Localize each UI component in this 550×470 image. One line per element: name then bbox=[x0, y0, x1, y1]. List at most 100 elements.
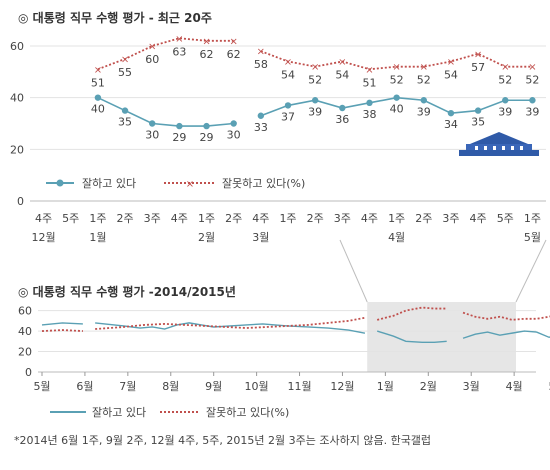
approve-point bbox=[420, 97, 427, 104]
approve-point bbox=[474, 107, 482, 114]
bottom-x-month-label: 10월 bbox=[245, 380, 269, 393]
approve-point bbox=[284, 102, 292, 109]
disapprove-point: × bbox=[447, 57, 455, 68]
bottom-chart: ◎ 대통령 직무 수행 평가 -2014/2015년 0 20 40 60 5월 6월 7… bbox=[18, 239, 550, 419]
disapprove-data-label: 52 bbox=[498, 74, 512, 87]
top-x-month-label: 2월 bbox=[198, 231, 215, 244]
disapprove-point: × bbox=[365, 65, 373, 76]
top-x-week-label: 4주 bbox=[171, 212, 188, 225]
disapprove-point: × bbox=[528, 62, 536, 73]
disapprove-point: × bbox=[311, 62, 319, 73]
top-x-week-label: 5주 bbox=[62, 212, 79, 225]
top-x-week-label: 1주 bbox=[388, 212, 405, 225]
top-x-week-label: 2주 bbox=[116, 212, 133, 225]
top-y-tick-label: 60 bbox=[10, 40, 24, 53]
disapprove-series-line bbox=[97, 37, 234, 71]
top-x-week-label: 4주 bbox=[470, 212, 487, 225]
bottom-x-month-label: 3월 bbox=[463, 380, 480, 393]
bottom-x-month-label: 2월 bbox=[420, 380, 437, 393]
top-y-tick-label: 20 bbox=[10, 143, 24, 156]
disapprove-data-label: 51 bbox=[362, 76, 376, 89]
legend-label-disapprove: 잘못하고 있다(%) bbox=[222, 176, 305, 190]
disapprove-data-label: 54 bbox=[281, 69, 295, 82]
top-y-tick-labels: 0 20 40 60 bbox=[10, 40, 24, 208]
approve-point bbox=[502, 97, 509, 104]
disapprove-data-label: 52 bbox=[308, 74, 322, 87]
bottom-y-tick-label: 40 bbox=[18, 325, 32, 338]
approve-point bbox=[149, 120, 156, 127]
top-x-week-label: 3주 bbox=[334, 212, 351, 225]
approve-data-label: 36 bbox=[335, 113, 349, 126]
bottom-x-month-label: 11월 bbox=[287, 380, 311, 393]
bottom-legend-label-approve: 잘하고 있다 bbox=[92, 405, 146, 419]
approve-data-label: 39 bbox=[308, 105, 322, 118]
approve-data-label: 38 bbox=[362, 108, 376, 121]
approve-point bbox=[257, 112, 265, 119]
bottom-approve-line bbox=[41, 322, 83, 326]
approve-point bbox=[529, 97, 536, 104]
disapprove-data-label: 52 bbox=[525, 74, 539, 87]
top-x-axis-labels: 4주 5주 1주 2주 3주 4주 1주 2주 4주 1주 2주 3주 4주 1주 2주 3주 4주 5주 1주 12… bbox=[32, 212, 541, 244]
top-x-week-label: 1주 bbox=[198, 212, 215, 225]
bottom-approve-line bbox=[95, 322, 366, 334]
disapprove-point: × bbox=[175, 34, 183, 45]
disapprove-data-label: 55 bbox=[118, 66, 132, 79]
bottom-x-month-label: 8월 bbox=[162, 380, 179, 393]
zoom-connector-right bbox=[515, 239, 547, 303]
top-x-week-label: 5주 bbox=[497, 212, 514, 225]
approve-data-label: 39 bbox=[525, 105, 539, 118]
top-x-week-label: 2주 bbox=[415, 212, 432, 225]
bottom-y-tick-label: 20 bbox=[18, 346, 32, 359]
approve-point bbox=[447, 109, 455, 117]
approve-point bbox=[176, 122, 183, 130]
top-x-month-label: 1월 bbox=[89, 231, 106, 244]
disapprove-point: × bbox=[501, 62, 509, 73]
approve-data-label: 35 bbox=[471, 116, 485, 129]
bottom-x-month-label: 9월 bbox=[205, 380, 222, 393]
disapprove-point: × bbox=[229, 36, 237, 47]
disapprove-point: × bbox=[257, 47, 265, 58]
top-x-week-label: 3주 bbox=[144, 212, 161, 225]
top-x-week-label: 1주 bbox=[89, 212, 106, 225]
bottom-legend-label-disapprove: 잘못하고 있다(%) bbox=[206, 405, 289, 419]
approve-data-label: 35 bbox=[118, 116, 132, 129]
top-y-tick-label: 40 bbox=[10, 92, 24, 105]
bottom-x-month-label: 12월 bbox=[330, 380, 354, 393]
disapprove-point: × bbox=[94, 65, 102, 76]
disapprove-data-label: 57 bbox=[471, 61, 485, 74]
approve-point bbox=[366, 99, 373, 107]
approve-point bbox=[121, 107, 129, 114]
legend-marker-disapprove: × bbox=[186, 179, 194, 190]
top-x-week-label: 2주 bbox=[225, 212, 242, 225]
bottom-y-tick-label: 0 bbox=[25, 366, 32, 379]
approve-point bbox=[203, 122, 210, 130]
approve-data-label: 39 bbox=[417, 105, 431, 118]
disapprove-data-label: 62 bbox=[200, 48, 214, 61]
bottom-approve-line bbox=[376, 330, 447, 344]
top-x-month-label: 4월 bbox=[388, 231, 405, 244]
disapprove-data-label: 58 bbox=[254, 58, 268, 71]
disapprove-data-label: 54 bbox=[335, 69, 349, 82]
approve-data-label: 29 bbox=[200, 131, 214, 144]
approve-data-label: 30 bbox=[145, 129, 159, 142]
blue-house-icon bbox=[459, 132, 539, 156]
disapprove-data-label: 52 bbox=[417, 74, 431, 87]
approve-data-label: 34 bbox=[444, 118, 458, 131]
disapprove-point: × bbox=[284, 57, 292, 68]
bottom-disapprove-line bbox=[376, 306, 447, 321]
bottom-x-month-label: 5월 bbox=[33, 380, 50, 393]
top-x-month-label: 5월 bbox=[524, 231, 541, 244]
top-x-week-label: 4주 bbox=[252, 212, 269, 225]
disapprove-data-label: 62 bbox=[227, 48, 241, 61]
approve-data-label: 39 bbox=[498, 105, 512, 118]
disapprove-point: × bbox=[338, 57, 346, 68]
disapprove-data-label: 52 bbox=[390, 74, 404, 87]
approve-series-line bbox=[97, 96, 234, 127]
disapprove-data-label: 60 bbox=[145, 53, 159, 66]
zoom-connector-left bbox=[339, 239, 368, 303]
disapprove-data-label: 51 bbox=[91, 76, 105, 89]
approve-data-label: 37 bbox=[281, 110, 295, 123]
bottom-highlight-region bbox=[339, 239, 547, 372]
